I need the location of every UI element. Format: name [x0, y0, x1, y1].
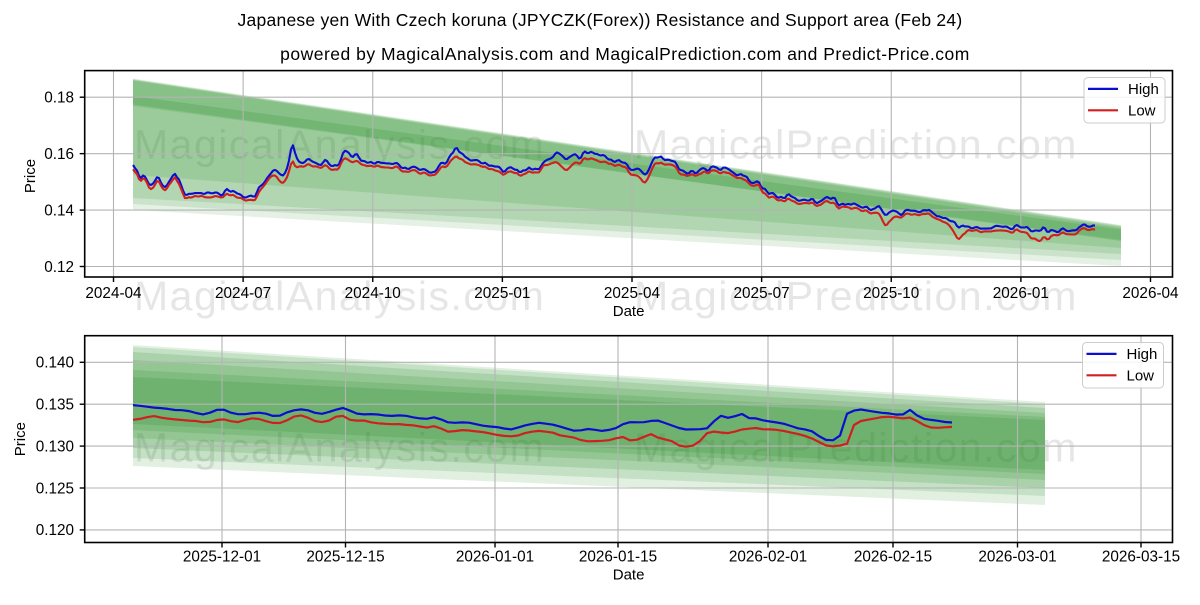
svg-text:High: High	[1128, 81, 1159, 98]
svg-text:2026-01: 2026-01	[993, 285, 1049, 302]
svg-text:0.135: 0.135	[36, 397, 74, 414]
svg-text:2025-04: 2025-04	[604, 285, 661, 302]
svg-text:0.16: 0.16	[44, 146, 74, 163]
svg-text:2026-04: 2026-04	[1122, 285, 1179, 302]
svg-text:High: High	[1127, 346, 1158, 363]
svg-text:powered by MagicalAnalysis.com: powered by MagicalAnalysis.com and Magic…	[280, 44, 970, 64]
svg-text:2026-03-15: 2026-03-15	[1102, 549, 1180, 566]
svg-text:2025-01: 2025-01	[474, 285, 530, 302]
svg-text:2026-02-15: 2026-02-15	[854, 549, 932, 566]
svg-text:MagicalAnalysis.com: MagicalAnalysis.com	[134, 273, 545, 319]
svg-text:MagicalPrediction.com: MagicalPrediction.com	[634, 273, 1078, 319]
svg-text:Low: Low	[1127, 367, 1155, 384]
svg-text:2025-07: 2025-07	[734, 285, 790, 302]
svg-text:2026-03-01: 2026-03-01	[978, 549, 1056, 566]
svg-text:MagicalPrediction.com: MagicalPrediction.com	[634, 122, 1078, 168]
svg-text:2025-12-15: 2025-12-15	[306, 549, 384, 566]
svg-text:0.130: 0.130	[36, 438, 74, 455]
svg-text:0.120: 0.120	[36, 522, 74, 539]
svg-text:2024-04: 2024-04	[85, 285, 142, 302]
svg-text:Date: Date	[613, 303, 645, 320]
svg-text:Price: Price	[22, 159, 39, 193]
svg-text:2026-01-15: 2026-01-15	[579, 549, 657, 566]
svg-text:0.12: 0.12	[44, 259, 74, 276]
svg-text:Japanese yen With Czech koruna: Japanese yen With Czech koruna (JPYCZK(F…	[238, 10, 963, 30]
svg-text:2026-01-01: 2026-01-01	[456, 549, 534, 566]
svg-text:Low: Low	[1128, 102, 1156, 119]
svg-text:0.140: 0.140	[36, 355, 74, 372]
svg-text:2024-07: 2024-07	[215, 285, 271, 302]
svg-text:2024-10: 2024-10	[345, 285, 401, 302]
svg-text:0.125: 0.125	[36, 480, 74, 497]
svg-text:0.18: 0.18	[44, 90, 74, 107]
svg-text:2025-10: 2025-10	[863, 285, 919, 302]
svg-text:Price: Price	[12, 422, 29, 456]
svg-text:Date: Date	[613, 567, 645, 584]
svg-text:2026-02-01: 2026-02-01	[729, 549, 807, 566]
svg-text:2025-12-01: 2025-12-01	[183, 549, 261, 566]
svg-text:0.14: 0.14	[44, 202, 74, 219]
